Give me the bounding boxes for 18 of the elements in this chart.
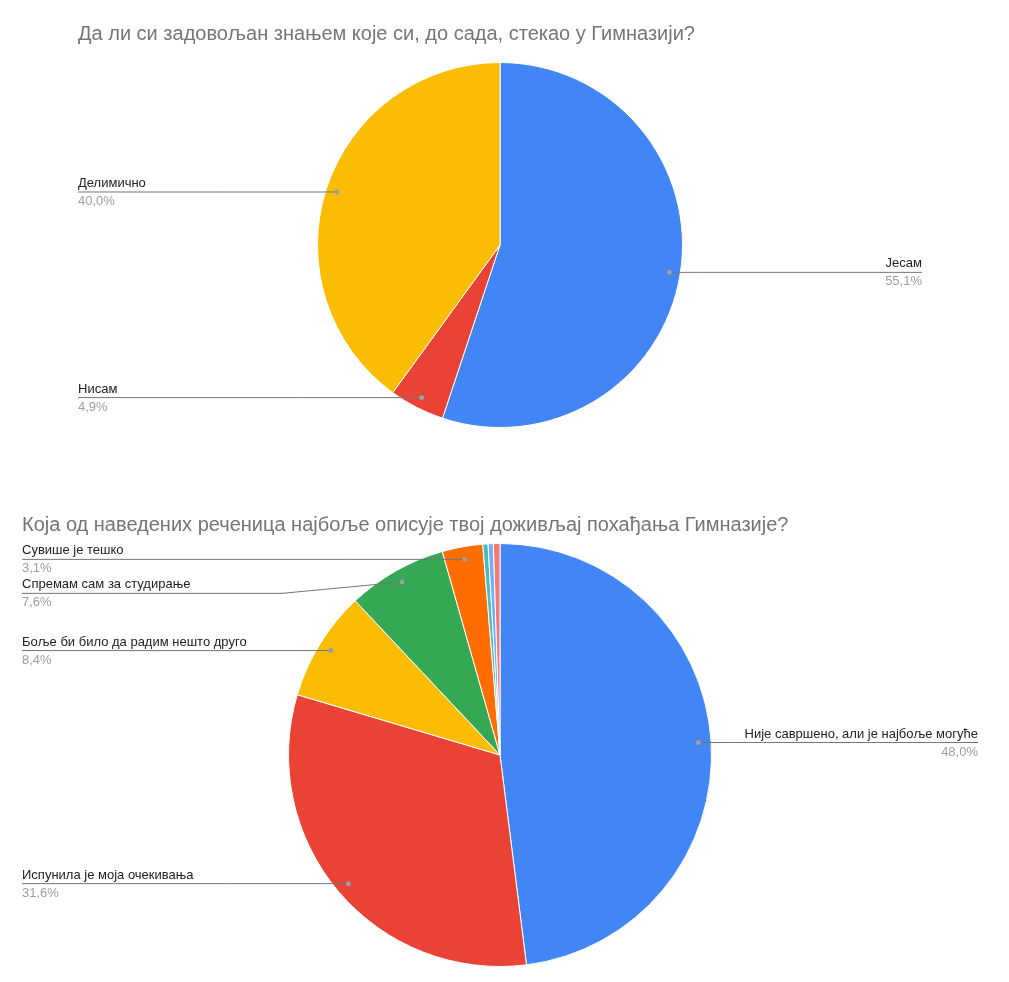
slice-label: Није савршено, али је најбоље могуће: [744, 725, 978, 741]
slice-label: Испунила је моја очекивања: [22, 866, 195, 882]
slice-label: Делимично: [78, 175, 146, 191]
slice-label: Јесам: [885, 255, 923, 271]
data-label: 31,6%: [22, 884, 60, 900]
chart-title: Која од наведених реченица најбоље описује твој доживљај похађања Гимназије?: [22, 513, 789, 535]
data-label: 40,0%: [78, 193, 116, 209]
data-label: 48,0%: [941, 743, 979, 759]
data-label: 7,6%: [22, 594, 53, 610]
slice-label: Сувише је тешко: [22, 542, 124, 558]
data-label: 8,4%: [22, 651, 53, 667]
slice-label: Нисам: [78, 380, 118, 396]
chart-title: Да ли си задовољан знањем које си, до сада, стекао у Гимназији?: [78, 22, 695, 44]
data-label: 4,9%: [78, 398, 109, 414]
slice-label: Спремам сам за студирање: [22, 576, 191, 592]
data-label: 3,1%: [22, 560, 53, 576]
data-label: 55,1%: [885, 273, 923, 289]
slice-label: Боље би било да радим нешто друго: [22, 633, 247, 649]
